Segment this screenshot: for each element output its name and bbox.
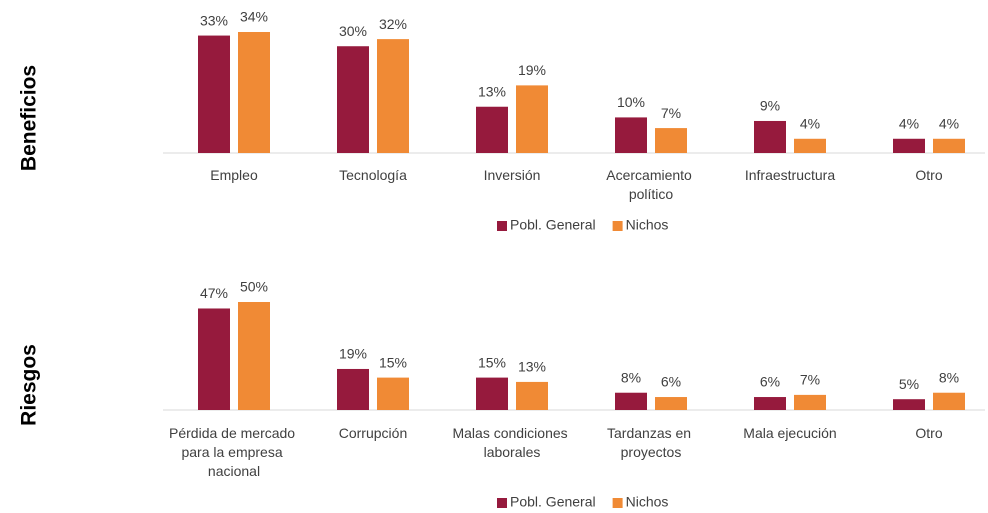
bar <box>337 46 369 154</box>
bar <box>516 381 548 410</box>
data-label: 5% <box>899 376 919 392</box>
data-label: 15% <box>379 354 407 370</box>
x-tick-label: Corrupción <box>339 425 407 441</box>
x-tick-label: Pérdida de mercado para la empresa nacio… <box>169 425 299 479</box>
data-label: 47% <box>200 285 228 301</box>
legend-swatch <box>612 498 623 508</box>
bar <box>238 302 270 410</box>
bar <box>615 392 647 410</box>
legend-swatch <box>497 221 507 231</box>
bar <box>893 138 925 153</box>
data-label: 19% <box>339 346 367 362</box>
bar <box>198 308 230 410</box>
x-tick-label: Empleo <box>210 167 258 183</box>
bar <box>198 35 230 153</box>
x-tick-label: Tardanzas en proyectos <box>607 425 695 460</box>
data-label: 15% <box>478 354 506 370</box>
bar <box>238 32 270 153</box>
data-label: 4% <box>899 115 919 131</box>
bar <box>893 399 925 410</box>
side-title: Riesgos <box>18 344 41 426</box>
legend-swatch <box>497 498 507 508</box>
bar <box>377 39 409 153</box>
x-tick-label: Infraestructura <box>745 167 835 183</box>
x-tick-label: Malas condiciones laborales <box>452 425 571 460</box>
data-label: 9% <box>760 98 780 114</box>
x-tick-label: Otro <box>915 425 942 441</box>
data-label: 6% <box>661 374 681 390</box>
x-tick-label: Inversión <box>484 167 541 183</box>
legend-label: Nichos <box>626 217 669 233</box>
x-tick-label: Otro <box>915 167 942 183</box>
bar <box>794 138 826 153</box>
side-title: Beneficios <box>18 65 41 171</box>
bar <box>615 117 647 153</box>
data-label: 7% <box>800 372 820 388</box>
bar <box>754 397 786 410</box>
x-tick-label: Tecnología <box>339 167 407 183</box>
bar <box>754 120 786 153</box>
legend-label: Nichos <box>626 494 669 510</box>
bar <box>476 106 508 153</box>
data-label: 50% <box>240 279 268 295</box>
legend-label: Pobl. General <box>510 494 596 510</box>
bar <box>476 377 508 410</box>
data-label: 30% <box>339 23 367 39</box>
bar <box>794 394 826 410</box>
data-label: 4% <box>939 115 959 131</box>
data-label: 8% <box>621 369 641 385</box>
bar <box>516 85 548 153</box>
legend-swatch <box>612 221 623 231</box>
data-label: 13% <box>478 83 506 99</box>
data-label: 32% <box>379 16 407 32</box>
bar <box>655 397 687 410</box>
bar <box>337 368 369 410</box>
data-label: 10% <box>617 94 645 110</box>
data-label: 8% <box>939 369 959 385</box>
data-label: 13% <box>518 359 546 375</box>
x-tick-label: Mala ejecución <box>743 425 836 441</box>
legend-label: Pobl. General <box>510 217 596 233</box>
data-label: 4% <box>800 115 820 131</box>
data-label: 7% <box>661 105 681 121</box>
bar <box>377 377 409 410</box>
x-tick-label: Acercamiento político <box>606 167 695 202</box>
bar <box>933 138 965 153</box>
bar <box>655 128 687 153</box>
bar <box>933 392 965 410</box>
data-label: 19% <box>518 62 546 78</box>
data-label: 33% <box>200 12 228 28</box>
data-label: 6% <box>760 374 780 390</box>
data-label: 34% <box>240 9 268 25</box>
